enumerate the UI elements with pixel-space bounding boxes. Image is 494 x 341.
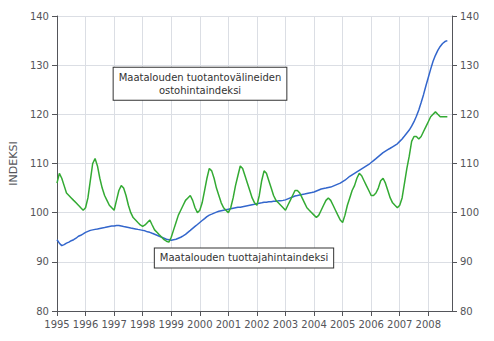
svg-text:2008: 2008 <box>416 319 441 330</box>
svg-text:2000: 2000 <box>187 319 212 330</box>
svg-text:1996: 1996 <box>73 319 98 330</box>
svg-text:2007: 2007 <box>387 319 412 330</box>
svg-text:1997: 1997 <box>101 319 126 330</box>
svg-text:90: 90 <box>36 256 49 267</box>
svg-text:140: 140 <box>460 11 479 22</box>
svg-text:Maatalouden tuotantovälineiden: Maatalouden tuotantovälineiden <box>119 72 282 83</box>
svg-text:1995: 1995 <box>44 319 69 330</box>
svg-text:1999: 1999 <box>159 319 184 330</box>
svg-text:2003: 2003 <box>273 319 298 330</box>
svg-text:2004: 2004 <box>301 319 326 330</box>
svg-text:2002: 2002 <box>244 319 269 330</box>
svg-text:2006: 2006 <box>358 319 383 330</box>
svg-text:1998: 1998 <box>130 319 155 330</box>
svg-text:110: 110 <box>460 158 479 169</box>
svg-text:100: 100 <box>460 207 479 218</box>
svg-text:2005: 2005 <box>330 319 355 330</box>
svg-text:INDEKSI: INDEKSI <box>7 141 20 185</box>
svg-text:80: 80 <box>460 306 473 317</box>
svg-text:120: 120 <box>460 109 479 120</box>
svg-text:ostohintaindeksi: ostohintaindeksi <box>159 85 241 96</box>
svg-text:Maatalouden tuottajahintaindek: Maatalouden tuottajahintaindeksi <box>160 252 328 263</box>
svg-text:130: 130 <box>30 60 49 71</box>
svg-text:100: 100 <box>30 207 49 218</box>
svg-text:120: 120 <box>30 109 49 120</box>
svg-text:130: 130 <box>460 60 479 71</box>
svg-text:2001: 2001 <box>216 319 241 330</box>
svg-text:110: 110 <box>30 158 49 169</box>
svg-text:140: 140 <box>30 11 49 22</box>
svg-text:80: 80 <box>36 306 49 317</box>
svg-text:90: 90 <box>460 256 473 267</box>
